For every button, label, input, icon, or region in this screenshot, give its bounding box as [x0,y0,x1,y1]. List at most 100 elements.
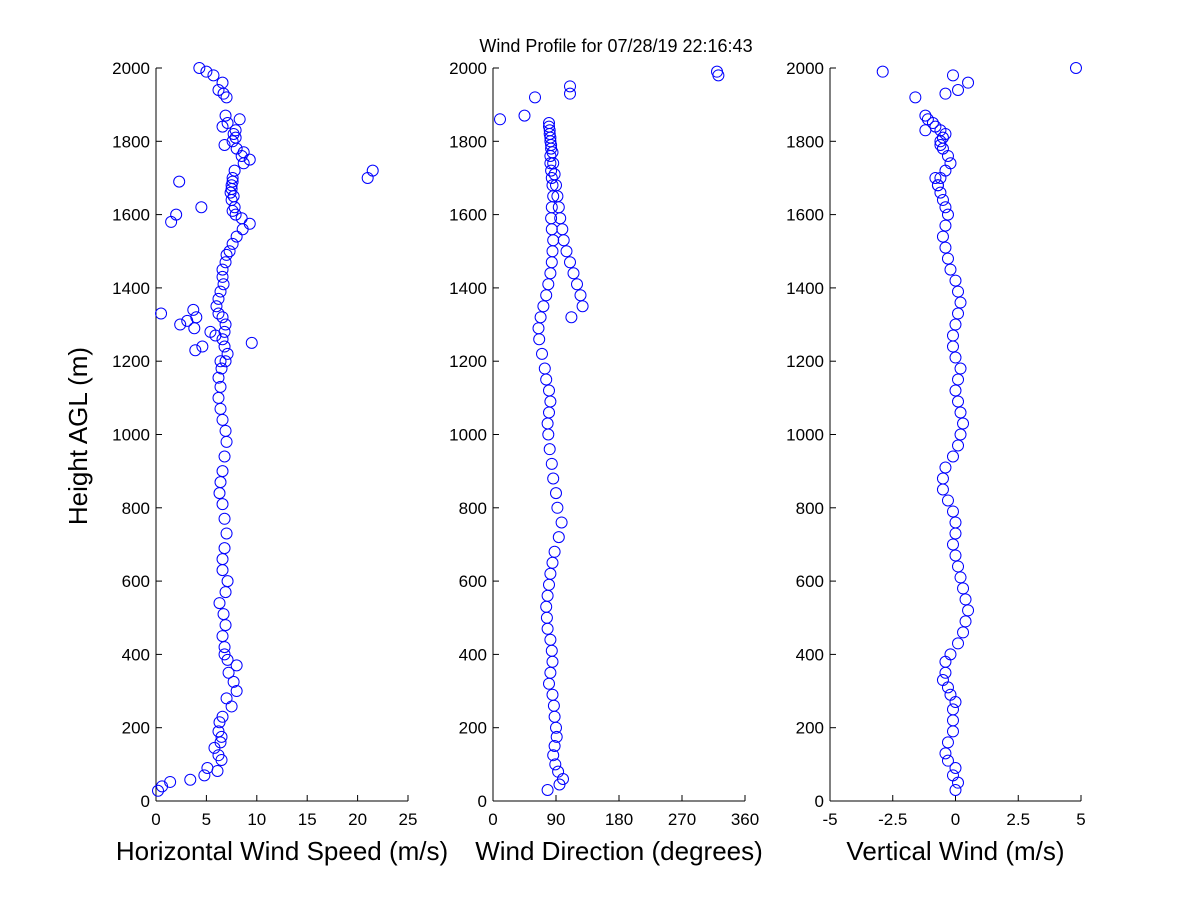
data-point [193,62,206,74]
x-tick-label: 0 [151,810,160,829]
data-point [939,241,952,254]
data-point [152,784,165,797]
data-point [228,164,241,177]
x-tick-label: 360 [731,810,759,829]
data-point [934,138,947,151]
y-tick-label: 1400 [112,279,150,298]
data-point [219,318,232,331]
y-tick-label: 0 [478,792,487,811]
data-point [949,696,962,709]
data-point [518,109,531,122]
data-point [214,402,227,415]
data-point [220,692,233,705]
data-point [215,362,228,375]
data-point [534,311,547,324]
y-tick-label: 1400 [786,279,824,298]
data-point [941,208,954,221]
y-tick-label: 200 [122,719,150,738]
data-point [214,380,227,393]
data-point [962,76,975,89]
data-point [236,223,249,236]
data-point [549,758,562,771]
figure-title: Wind Profile for 07/28/19 22:16:43 [479,36,752,56]
data-point [214,355,227,368]
data-point [245,336,258,349]
data-point [545,164,558,177]
data-point [216,564,229,577]
data-point [939,747,952,760]
data-point [533,333,546,346]
data-point [243,153,256,166]
data-point [954,571,967,584]
data-point [542,428,555,441]
data-point [184,773,197,786]
data-point [929,171,942,184]
y-tick-label: 1600 [786,206,824,225]
data-point [952,776,965,789]
data-point [213,487,226,500]
data-point [216,311,229,324]
y-tick-label: 1600 [112,206,150,225]
data-point [544,666,557,679]
data-point [941,736,954,749]
data-point [949,274,962,287]
data-point [229,208,242,221]
data-point [949,384,962,397]
data-point [946,340,959,353]
wind-direction-panel: 0 90 180 270 360 0 200 400 600 800 1000 1200 1400 160… [449,59,763,866]
data-point [952,637,965,650]
data-point [544,267,557,280]
data-point [212,749,225,762]
data-point [946,703,959,716]
data-point [557,234,570,247]
data-point [946,538,959,551]
data-point [555,516,568,529]
data-point [876,65,889,78]
data-point [243,217,256,230]
data-point [195,201,208,214]
data-point [939,666,952,679]
data-point [214,285,227,298]
data-point [218,138,231,151]
data-point [218,340,231,353]
y-tick-label: 1800 [112,132,150,151]
data-point [181,314,194,327]
x-tick-label: -5 [822,810,837,829]
data-point [934,186,947,199]
data-point [218,542,231,555]
data-point [941,494,954,507]
vertical-wind-panel: -5 -2.5 0 2.5 5 0 200 400 600 800 1000 1200 1400 1600… [786,59,1086,866]
x-tick-label: 5 [202,810,211,829]
data-point [222,666,235,679]
data-point [220,435,233,448]
data-point [949,516,962,529]
data-point [196,340,209,353]
data-point [219,424,232,437]
data-point [544,395,557,408]
data-point [946,450,959,463]
data-point [546,556,559,569]
data-point [215,730,228,743]
x-tick-label: 10 [247,810,266,829]
data-point [198,769,211,782]
data-point [959,615,972,628]
data-point [946,329,959,342]
data-point [228,201,241,214]
data-point [216,263,229,276]
data-point [936,131,949,144]
x-axis-label: Horizontal Wind Speed (m/s) [116,836,448,866]
data-point [227,190,240,203]
data-point [230,659,243,672]
y-tick-label: 2000 [112,59,150,78]
data-point [552,531,565,544]
data-point [944,263,957,276]
data-point [564,87,576,100]
x-tick-label: 20 [348,810,367,829]
y-tick-label: 400 [459,645,487,664]
x-tick-label: 0 [488,810,497,829]
data-point [946,725,959,738]
data-point [219,109,232,122]
data-point [552,765,565,778]
data-point [952,285,965,298]
data-point [941,681,954,694]
